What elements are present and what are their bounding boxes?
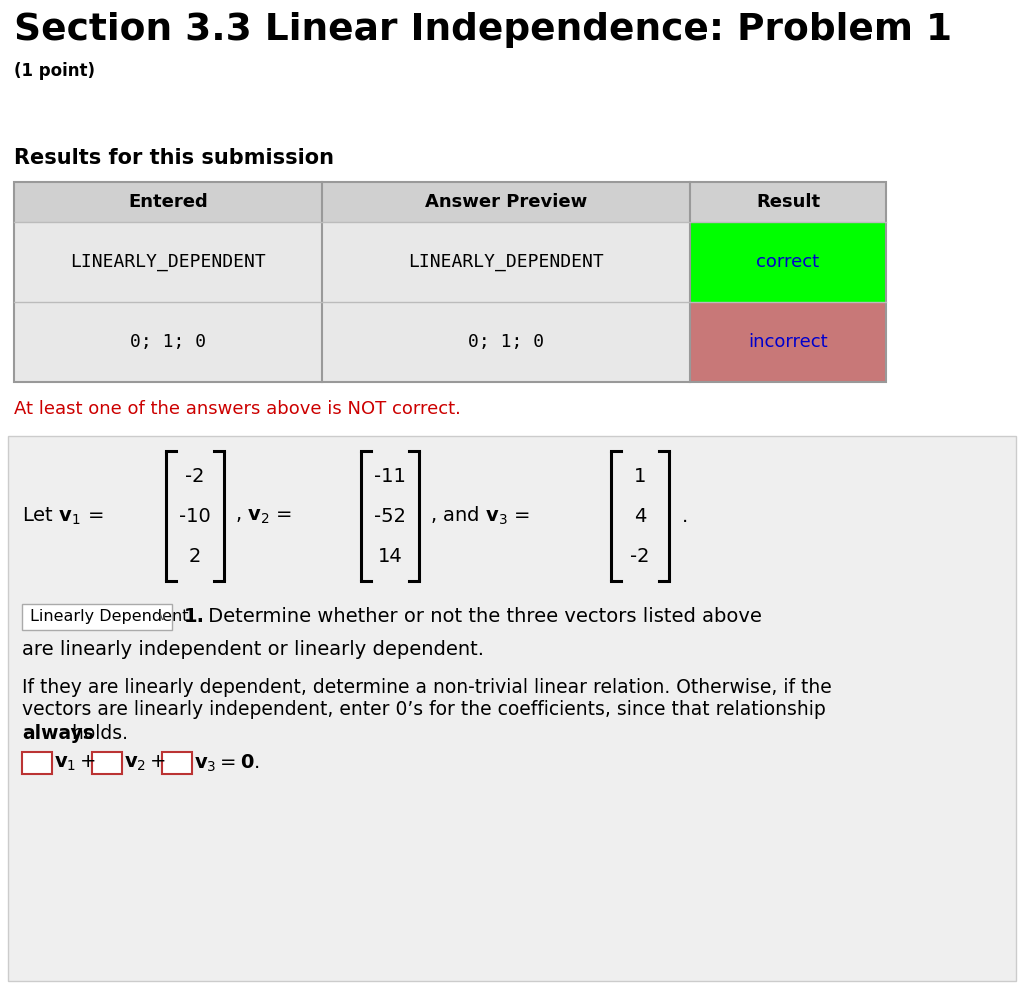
Bar: [14, 302, 322, 382]
Text: Results for this submission: Results for this submission: [14, 148, 334, 168]
Text: Determine whether or not the three vectors listed above: Determine whether or not the three vecto…: [202, 608, 762, 626]
Bar: [14, 222, 322, 302]
Bar: [162, 752, 193, 774]
Text: Entered: Entered: [128, 193, 208, 211]
Text: 2: 2: [188, 547, 201, 565]
Bar: [22, 604, 172, 630]
Bar: [690, 222, 886, 302]
Text: Result: Result: [756, 193, 820, 211]
Bar: [22, 752, 52, 774]
Bar: [14, 182, 886, 222]
Text: correct: correct: [757, 253, 819, 271]
Bar: [322, 222, 690, 302]
Text: 1: 1: [634, 467, 646, 486]
Text: vectors are linearly independent, enter 0’s for the coefficients, since that rel: vectors are linearly independent, enter …: [22, 700, 825, 719]
Text: incorrect: incorrect: [749, 333, 827, 351]
Bar: [8, 436, 1016, 981]
Text: 1.: 1.: [184, 608, 205, 626]
Text: -10: -10: [179, 506, 211, 526]
Text: $\mathbf{v}_3 = \mathbf{0}.$: $\mathbf{v}_3 = \mathbf{0}.$: [194, 753, 260, 773]
Text: 0; 1; 0: 0; 1; 0: [130, 333, 206, 351]
Text: , and $\mathbf{v}_3$ =: , and $\mathbf{v}_3$ =: [430, 505, 530, 527]
Text: -2: -2: [630, 547, 650, 565]
Text: -2: -2: [185, 467, 205, 486]
Text: LINEARLY_DEPENDENT: LINEARLY_DEPENDENT: [409, 253, 604, 271]
Bar: [92, 752, 122, 774]
Text: Linearly Dependent: Linearly Dependent: [30, 610, 188, 624]
Bar: [322, 302, 690, 382]
Text: 14: 14: [378, 547, 402, 565]
Text: .: .: [682, 506, 688, 526]
Text: -11: -11: [374, 467, 406, 486]
Text: At least one of the answers above is NOT correct.: At least one of the answers above is NOT…: [14, 400, 461, 418]
Text: v: v: [159, 611, 166, 624]
Text: (1 point): (1 point): [14, 62, 95, 80]
Text: LINEARLY_DEPENDENT: LINEARLY_DEPENDENT: [70, 253, 266, 271]
Text: 4: 4: [634, 506, 646, 526]
Text: If they are linearly dependent, determine a non-trivial linear relation. Otherwi: If they are linearly dependent, determin…: [22, 678, 831, 697]
Text: Answer Preview: Answer Preview: [425, 193, 587, 211]
Text: 0; 1; 0: 0; 1; 0: [468, 333, 544, 351]
Text: , $\mathbf{v}_2$ =: , $\mathbf{v}_2$ =: [234, 506, 292, 526]
Text: $\mathbf{v}_1+$: $\mathbf{v}_1+$: [54, 754, 96, 772]
Text: Let $\mathbf{v}_1$ =: Let $\mathbf{v}_1$ =: [22, 505, 103, 527]
Text: Section 3.3 Linear Independence: Problem 1: Section 3.3 Linear Independence: Problem…: [14, 12, 952, 48]
Bar: [14, 182, 886, 382]
Text: -52: -52: [374, 506, 406, 526]
Text: are linearly independent or linearly dependent.: are linearly independent or linearly dep…: [22, 640, 484, 659]
Text: $\mathbf{v}_2+$: $\mathbf{v}_2+$: [124, 754, 166, 772]
Bar: [690, 302, 886, 382]
Text: holds.: holds.: [66, 724, 128, 743]
Text: always: always: [22, 724, 94, 743]
